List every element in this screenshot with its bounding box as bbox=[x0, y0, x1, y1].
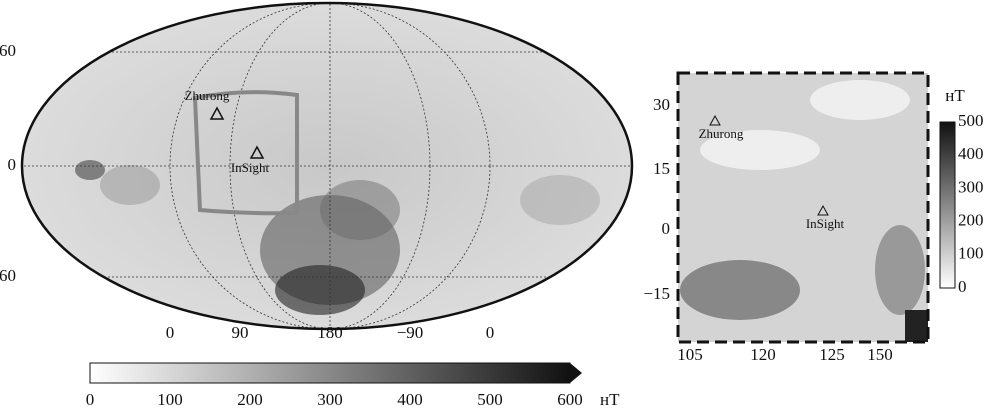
colorbar-tick-label: 100 bbox=[958, 244, 984, 263]
y-tick-label: 0 bbox=[662, 219, 671, 238]
x-tick-label: 150 bbox=[867, 345, 893, 364]
figure: Zhurong InSight 600−60090180−900 0100200… bbox=[0, 0, 990, 413]
colorbar-tick-label: 400 bbox=[397, 390, 423, 409]
colorbar-tick-label: 300 bbox=[958, 177, 984, 196]
lat-label: 0 bbox=[8, 155, 17, 174]
lon-label: −90 bbox=[397, 323, 424, 342]
colorbar-tick-label: 0 bbox=[86, 390, 95, 409]
lon-label: 0 bbox=[486, 323, 495, 342]
lat-label: −60 bbox=[0, 266, 16, 285]
colorbar-tick-label: 400 bbox=[958, 144, 984, 163]
marker-label: InSight bbox=[806, 216, 845, 231]
colorbar-tick-label: 300 bbox=[317, 390, 343, 409]
colorbar-unit: нТ bbox=[945, 86, 965, 105]
marker-label: Zhurong bbox=[699, 126, 744, 141]
colorbar-tick-label: 100 bbox=[157, 390, 183, 409]
lat-label: 60 bbox=[0, 41, 16, 60]
colorbar-tick-label: 500 bbox=[477, 390, 503, 409]
marker-label: Zhurong bbox=[185, 88, 230, 103]
y-tick-label: 15 bbox=[653, 159, 670, 178]
x-tick-label: 125 bbox=[819, 345, 845, 364]
colorbar-unit: нТ bbox=[600, 390, 620, 409]
lon-label: 180 bbox=[317, 323, 343, 342]
colorbar-tick-label: 600 bbox=[557, 390, 583, 409]
colorbar-tick-label: 200 bbox=[958, 211, 984, 230]
lon-label: 0 bbox=[166, 323, 175, 342]
marker-label: InSight bbox=[231, 160, 270, 175]
lon-label: 90 bbox=[232, 323, 249, 342]
y-tick-label: 30 bbox=[653, 95, 670, 114]
y-tick-label: −15 bbox=[643, 284, 670, 303]
colorbar-tick-label: 0 bbox=[958, 277, 967, 296]
x-tick-label: 105 bbox=[677, 345, 703, 364]
x-tick-label: 120 bbox=[750, 345, 776, 364]
colorbar-tick-label: 200 bbox=[237, 390, 263, 409]
colorbar-tick-label: 500 bbox=[958, 111, 984, 130]
